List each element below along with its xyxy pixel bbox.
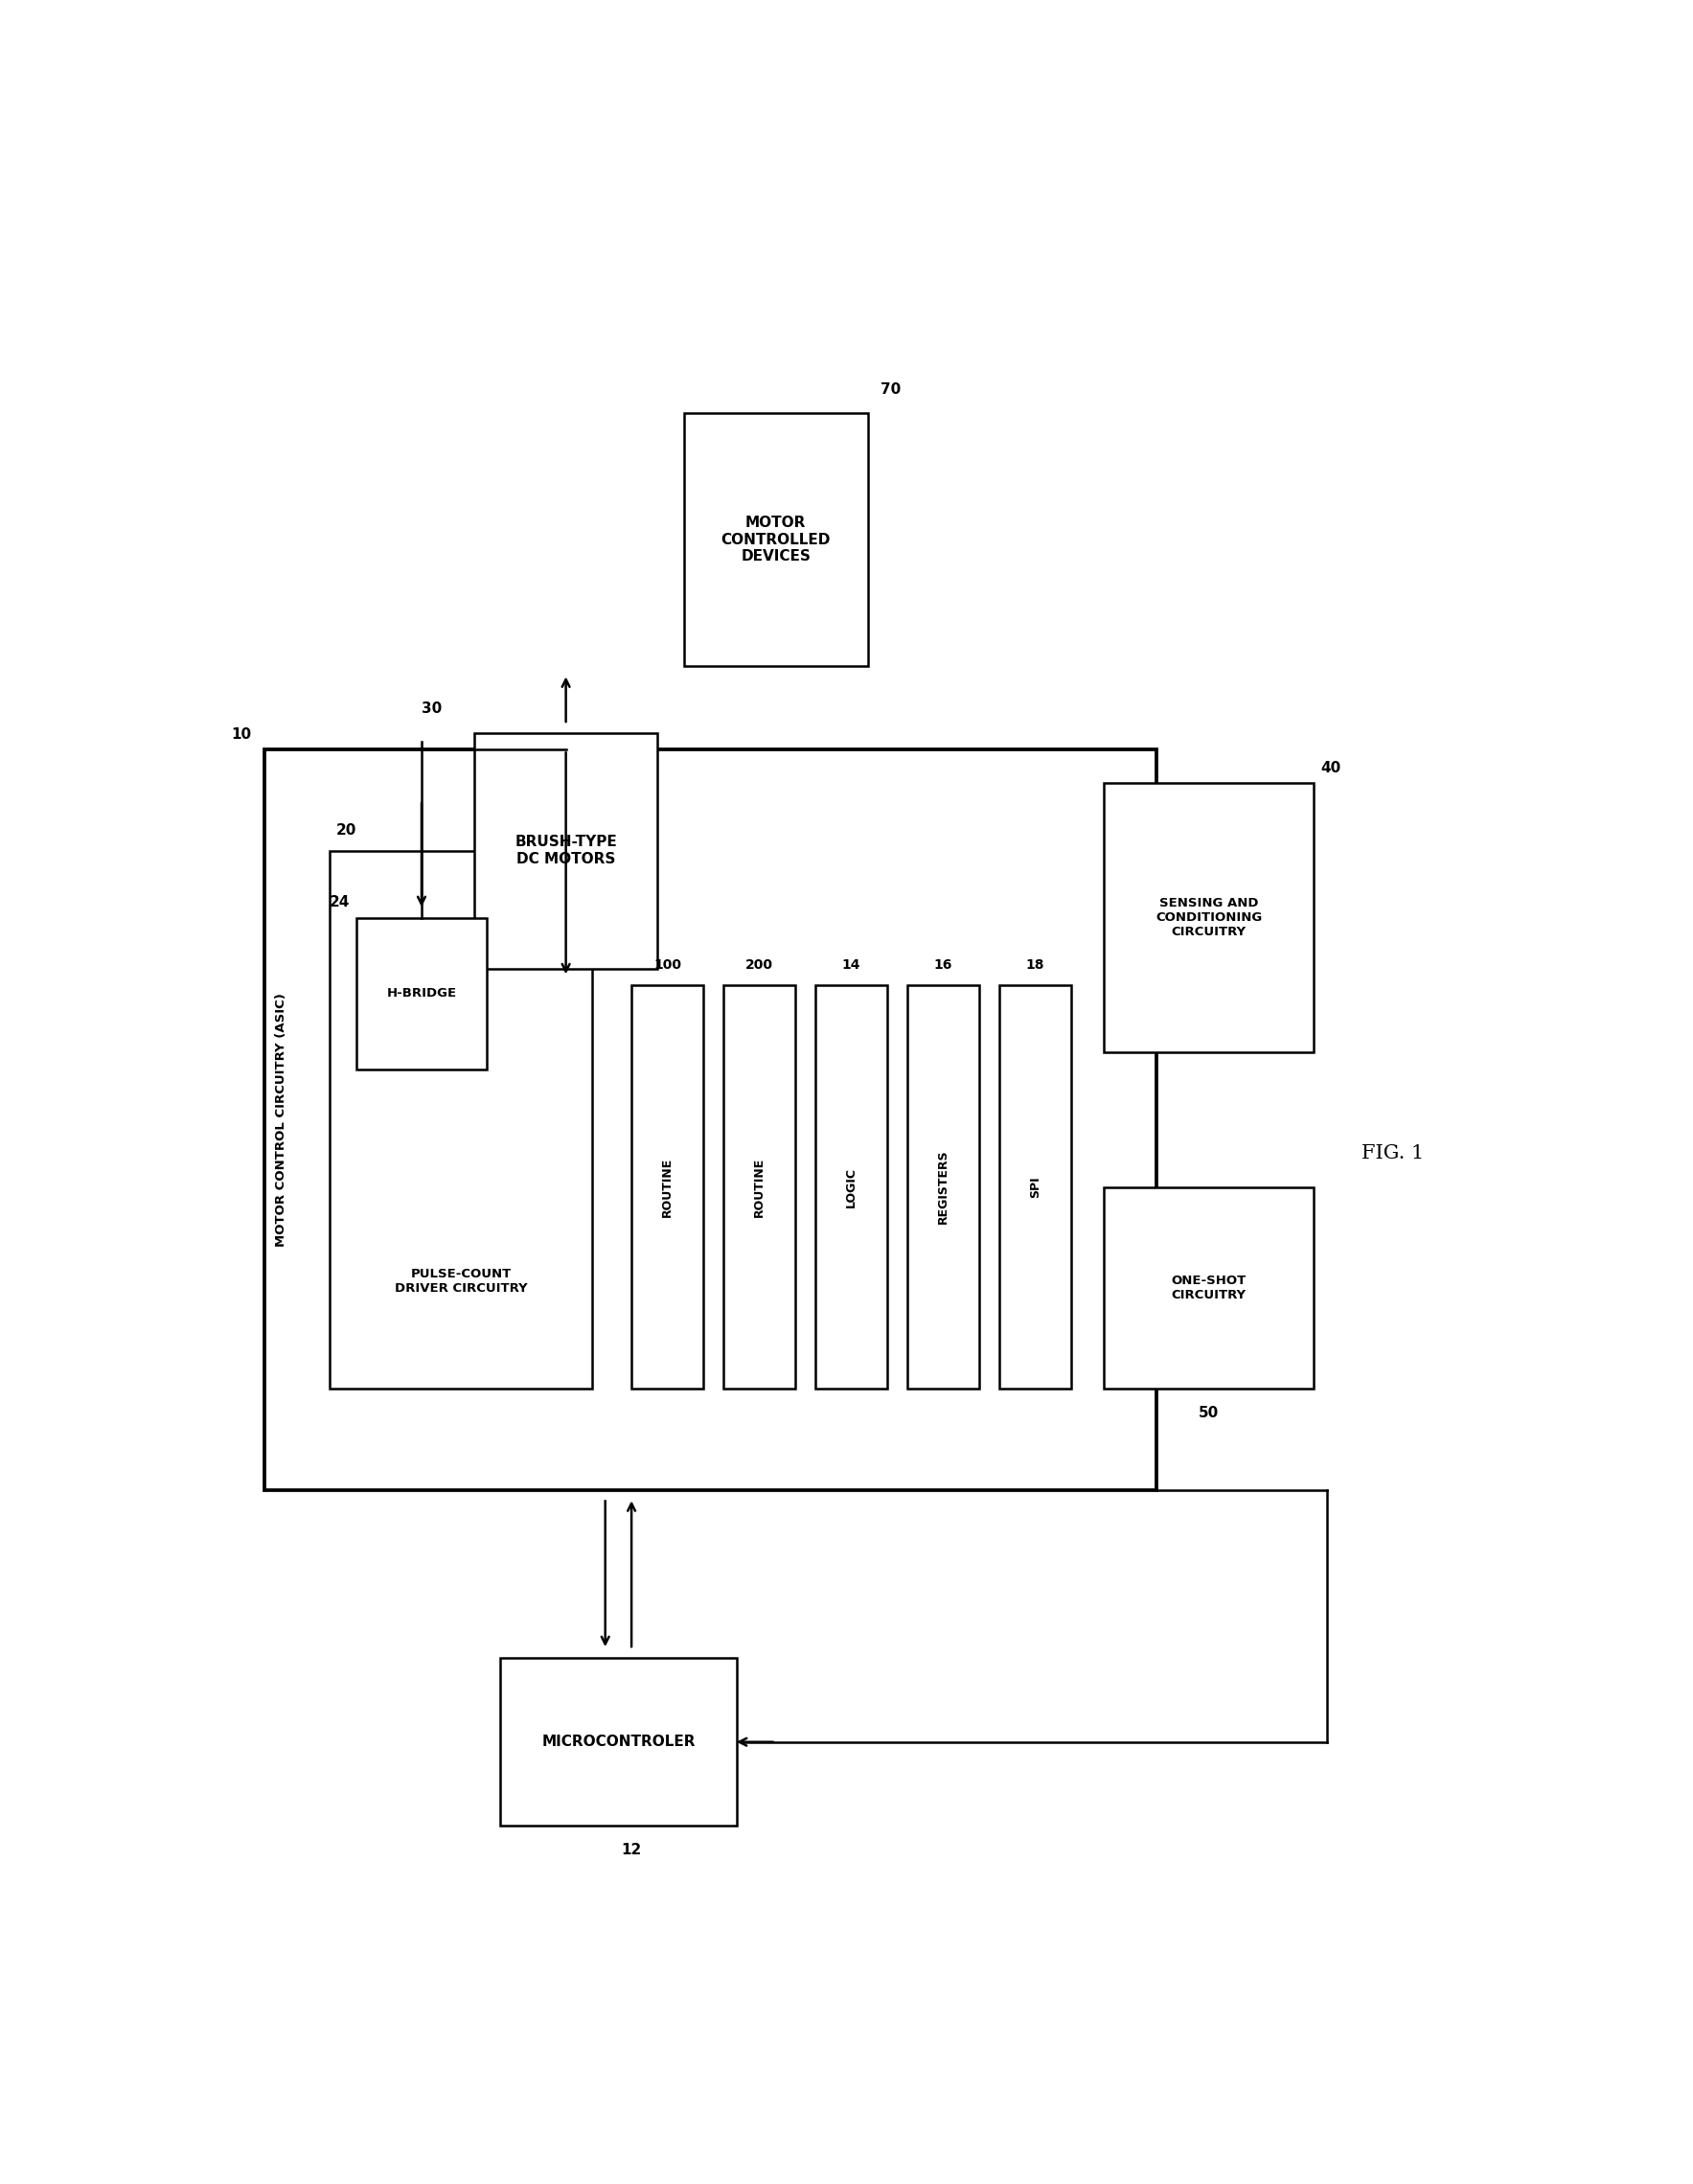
Text: 14: 14 — [841, 959, 860, 972]
Text: MOTOR
CONTROLLED
DEVICES: MOTOR CONTROLLED DEVICES — [721, 515, 831, 563]
Text: MOTOR CONTROL CIRCUITRY (ASIC): MOTOR CONTROL CIRCUITRY (ASIC) — [274, 994, 288, 1247]
Bar — [907, 985, 979, 1389]
Text: ROUTINE: ROUTINE — [662, 1158, 674, 1216]
Text: 20: 20 — [337, 823, 357, 836]
Bar — [631, 985, 704, 1389]
Bar — [723, 985, 796, 1389]
Bar — [501, 1658, 736, 1826]
Text: 70: 70 — [880, 382, 901, 397]
Text: SENSING AND
CONDITIONING
CIRCUITRY: SENSING AND CONDITIONING CIRCUITRY — [1156, 898, 1261, 939]
Text: 30: 30 — [422, 701, 442, 716]
Bar — [999, 985, 1072, 1389]
Text: FIG. 1: FIG. 1 — [1361, 1144, 1424, 1162]
Text: REGISTERS: REGISTERS — [936, 1149, 950, 1225]
Text: 12: 12 — [621, 1843, 642, 1856]
Text: 100: 100 — [653, 959, 682, 972]
Bar — [684, 413, 867, 666]
Bar — [474, 734, 657, 968]
Text: ONE-SHOT
CIRCUITRY: ONE-SHOT CIRCUITRY — [1172, 1275, 1246, 1302]
Text: 16: 16 — [935, 959, 953, 972]
Text: ROUTINE: ROUTINE — [753, 1158, 765, 1216]
Text: 40: 40 — [1321, 760, 1341, 775]
Text: SPI: SPI — [1029, 1177, 1041, 1197]
Text: BRUSH-TYPE
DC MOTORS: BRUSH-TYPE DC MOTORS — [515, 834, 616, 867]
Text: 50: 50 — [1199, 1406, 1219, 1420]
Text: 24: 24 — [328, 895, 349, 909]
Text: MICROCONTROLER: MICROCONTROLER — [542, 1734, 696, 1749]
Text: PULSE-COUNT
DRIVER CIRCUITRY: PULSE-COUNT DRIVER CIRCUITRY — [394, 1267, 527, 1295]
Text: H-BRIDGE: H-BRIDGE — [386, 987, 457, 1000]
Bar — [1104, 784, 1314, 1053]
Text: 200: 200 — [745, 959, 774, 972]
Text: 10: 10 — [230, 727, 251, 740]
Bar — [264, 749, 1156, 1489]
Bar — [330, 852, 593, 1389]
Bar — [1104, 1188, 1314, 1389]
Bar — [816, 985, 887, 1389]
Bar — [356, 917, 488, 1070]
Text: 18: 18 — [1026, 959, 1045, 972]
Text: LOGIC: LOGIC — [845, 1166, 857, 1208]
